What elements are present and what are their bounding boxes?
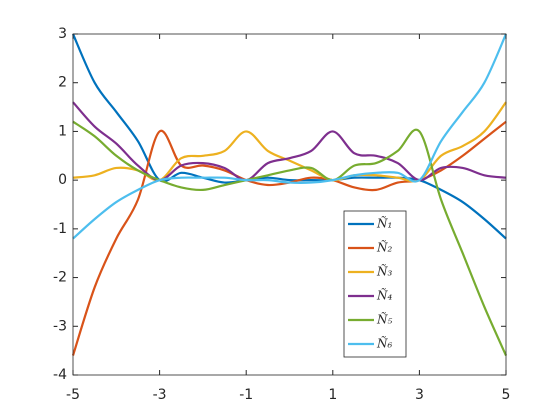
x-tick-label: -5 — [66, 387, 80, 403]
y-tick-label: -1 — [53, 221, 67, 237]
y-tick-label: -4 — [53, 367, 67, 383]
legend-label: Ñ₅ — [376, 312, 393, 327]
plot-area — [73, 34, 506, 375]
legend-label: Ñ₂ — [376, 240, 393, 255]
series-line — [72, 33, 508, 240]
y-tick-label: 1 — [58, 123, 67, 139]
legend-label: Ñ₆ — [376, 336, 393, 351]
legend: Ñ₁ Ñ₂ Ñ₃ Ñ₄ Ñ₅ Ñ₆ — [343, 210, 407, 358]
y-tick-label: 3 — [58, 26, 67, 42]
x-tick-label: 3 — [415, 387, 424, 403]
axes-frame — [72, 33, 507, 376]
y-tick-label: -2 — [53, 270, 67, 286]
x-tick-label: -1 — [239, 387, 253, 403]
legend-label: Ñ₃ — [376, 264, 393, 279]
legend-label: Ñ₁ — [376, 216, 392, 231]
legend-label: Ñ₄ — [376, 288, 393, 303]
x-tick-label: -3 — [153, 387, 167, 403]
series-line — [72, 101, 507, 182]
x-tick-label: 1 — [328, 387, 337, 403]
y-tick-label: 2 — [58, 75, 67, 91]
series-line — [72, 120, 508, 356]
series-line — [71, 33, 507, 240]
y-tick-label: -3 — [53, 318, 67, 334]
legend-box — [343, 210, 407, 358]
y-tick-label: 0 — [58, 172, 67, 188]
x-tick-label: 5 — [502, 387, 511, 403]
